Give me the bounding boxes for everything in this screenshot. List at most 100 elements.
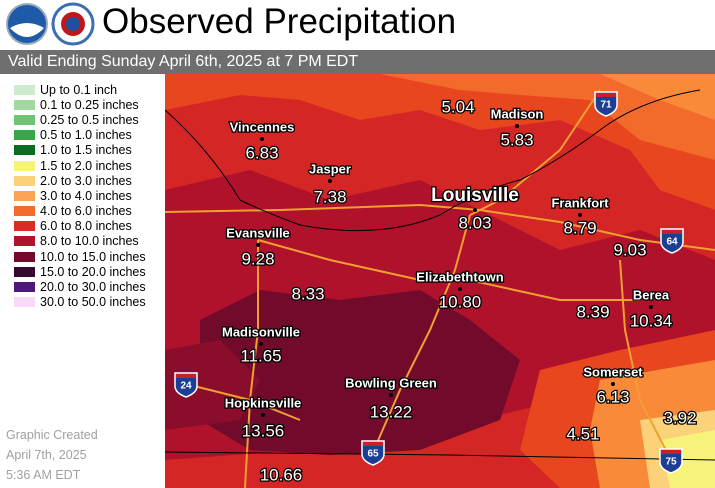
legend-swatch [14,190,35,201]
legend-swatch [14,175,35,186]
legend-swatch [14,84,35,95]
legend-item: 0.25 to 0.5 inches [14,112,146,127]
legend-label: 8.0 to 10.0 inches [40,234,139,249]
precip-value: 7.38 [313,187,346,206]
precip-value: 11.65 [240,346,281,365]
footer-line: Graphic Created [6,428,98,442]
precip-value: 8.03 [458,213,491,232]
title: Observed Precipitation [102,2,457,41]
city-name: Bowling Green [345,375,437,390]
legend-label: 1.5 to 2.0 inches [40,158,132,173]
legend-swatch [14,236,35,247]
legend-label: 0.25 to 0.5 inches [40,112,139,127]
legend-swatch [14,145,35,156]
city-dot [259,342,263,346]
city-dot [260,137,264,141]
legend-label: 3.0 to 4.0 inches [40,188,132,203]
city-dot [328,179,332,183]
legend-item: 1.5 to 2.0 inches [14,158,146,173]
legend-swatch [14,221,35,232]
precip-value: 8.79 [563,218,596,237]
legend-label: 6.0 to 8.0 inches [40,219,132,234]
interstate-number: 75 [665,457,677,468]
interstate-number: 65 [367,449,379,460]
city-dot [458,287,462,291]
legend-item: 15.0 to 20.0 inches [14,264,146,279]
precip-value: 13.56 [242,421,285,440]
legend-item: 8.0 to 10.0 inches [14,234,146,249]
precip-value: 9.03 [613,240,646,259]
legend-label: 10.0 to 15.0 inches [40,249,146,264]
interstate-band [661,450,681,454]
legend-swatch [14,130,35,141]
interstate-band [662,230,682,234]
interstate-shield [594,91,618,117]
interstate-number: 64 [666,237,678,248]
legend-label: 20.0 to 30.0 inches [40,280,146,295]
precip-value: 6.13 [596,387,629,406]
precip-value: 10.80 [439,292,482,311]
legend-item: 2.0 to 3.0 inches [14,173,146,188]
city-name: Louisville [431,185,519,206]
city-name: Madison [491,106,544,121]
legend-swatch [14,160,35,171]
legend-item: Up to 0.1 inch [14,82,146,97]
city-name: Hopkinsville [225,395,302,410]
interstate-band [176,374,196,378]
city-name: Somerset [583,364,643,379]
interstate-band [363,442,383,446]
subtitle-bar: Valid Ending Sunday April 6th, 2025 at 7… [0,50,715,74]
legend-item: 20.0 to 30.0 inches [14,279,146,294]
city-name: Evansville [226,225,290,240]
legend-label: 4.0 to 6.0 inches [40,204,132,219]
precip-value: 3.92 [663,408,696,427]
legend-item: 6.0 to 8.0 inches [14,219,146,234]
city-dot [473,208,477,212]
city-name: Frankfort [551,195,609,210]
legend-item: 1.0 to 1.5 inches [14,143,146,158]
legend-label: 0.1 to 0.25 inches [40,97,139,112]
precip-value: 9.28 [241,249,274,268]
legend-item: 4.0 to 6.0 inches [14,204,146,219]
legend-swatch [14,251,35,262]
interstate-shield [659,448,683,474]
interstate-number: 24 [180,381,192,392]
city-name: Berea [633,287,670,302]
city-name: Elizabethtown [416,269,503,284]
city-dot [649,305,653,309]
interstate-shield [361,440,385,466]
interstate-shield [660,228,684,254]
legend-item: 3.0 to 4.0 inches [14,188,146,203]
logos [6,2,95,46]
interstate-band [596,93,616,97]
interstate-shield [174,372,198,398]
interstate-number: 71 [600,100,612,111]
legend-item: 0.1 to 0.25 inches [14,97,146,112]
precip-value: 8.33 [291,284,324,303]
subtitle: Valid Ending Sunday April 6th, 2025 at 7… [8,53,359,70]
city-dot [256,243,260,247]
city-name: Jasper [309,161,351,176]
legend-label: 2.0 to 3.0 inches [40,173,132,188]
precip-value: 10.34 [630,311,673,330]
city-dot [261,413,265,417]
legend-label: 30.0 to 50.0 inches [40,295,146,310]
footer-line: 5:36 AM EDT [6,468,81,482]
footer-line: April 7th, 2025 [6,448,87,462]
precip-value: 5.04 [441,97,474,116]
legend-swatch [14,297,35,308]
city-dot [611,382,615,386]
precip-value: 8.39 [576,302,609,321]
precip-value: 10.66 [260,465,303,484]
labels: Vincennes 6.83 Jasper 7.38 Madison 5.83 Louisv… [174,91,698,486]
city-dot [578,213,582,217]
legend-swatch [14,282,35,293]
precip-value: 4.51 [566,424,599,443]
legend-swatch [14,206,35,217]
legend-label: 0.5 to 1.0 inches [40,128,132,143]
legend: Up to 0.1 inch 0.1 to 0.25 inches 0.25 to … [14,82,146,310]
legend-swatch [14,266,35,277]
precip-value: 5.83 [500,130,533,149]
legend-label: Up to 0.1 inch [40,82,118,97]
